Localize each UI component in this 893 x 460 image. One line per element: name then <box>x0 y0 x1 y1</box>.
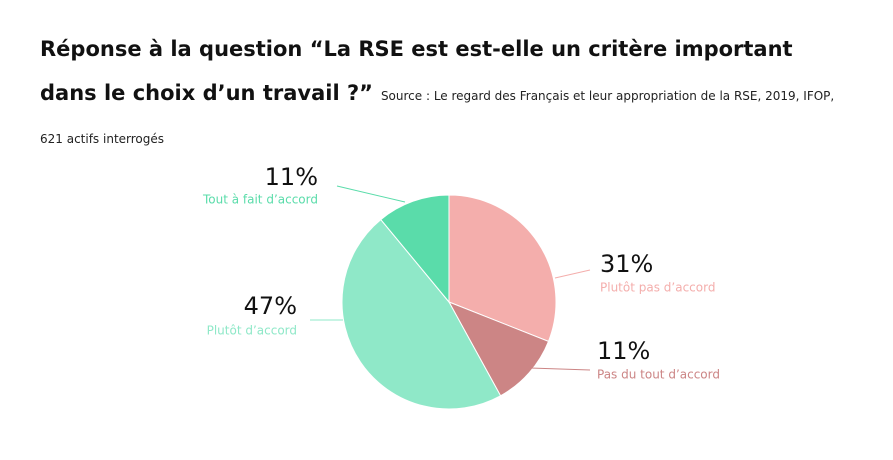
value-label: 31% <box>600 250 653 278</box>
category-label: Pas du tout d’accord <box>597 368 720 382</box>
value-label: 11% <box>265 163 318 191</box>
pie-slice <box>448 194 557 343</box>
chart-subtitle: Source : Le regard des Français et leur … <box>40 89 835 146</box>
header: Réponse à la question “La RSE est est-el… <box>40 28 840 160</box>
value-label: 47% <box>244 292 297 320</box>
category-label: Tout à fait d’accord <box>202 193 318 207</box>
pie-slice <box>447 301 550 397</box>
leader-line <box>554 269 591 279</box>
category-label: Plutôt d’accord <box>207 324 297 338</box>
chart-title: Réponse à la question “La RSE est est-el… <box>40 37 793 105</box>
pie-slice <box>341 218 502 410</box>
leader-line <box>529 367 591 371</box>
category-label: Plutôt pas d’accord <box>600 281 715 295</box>
pie-slice <box>380 194 450 304</box>
value-label: 11% <box>597 337 650 365</box>
leader-line <box>336 185 406 203</box>
